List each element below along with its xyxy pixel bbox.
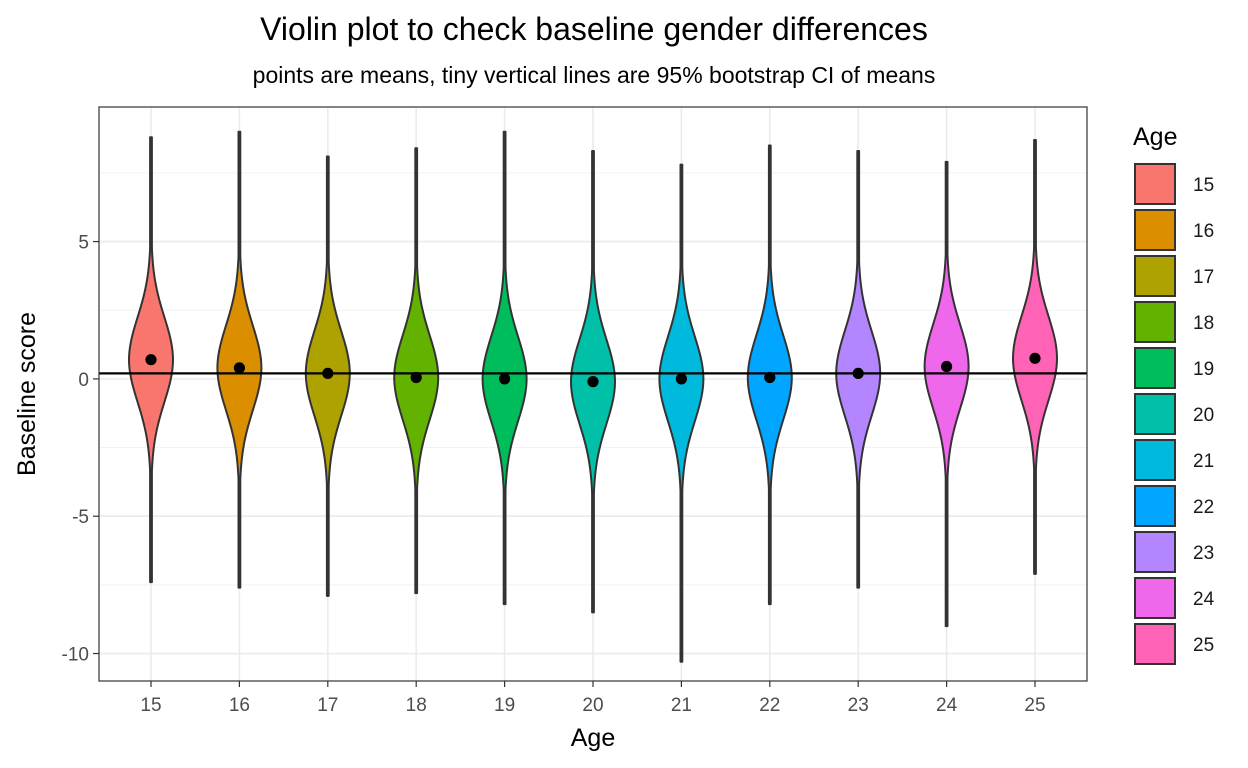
y-tick-label: 0: [78, 370, 89, 391]
legend-label-16: 16: [1193, 221, 1214, 242]
legend-key-20: [1135, 394, 1175, 434]
x-tick-label: 23: [848, 695, 869, 716]
x-tick-label: 21: [671, 695, 692, 716]
mean-point-age-20: [587, 376, 598, 387]
legend-items: 15 16 17 18 19 20 21 22 23 24 25: [1135, 164, 1215, 664]
legend-key-18: [1135, 302, 1175, 342]
x-axis-title: Age: [571, 724, 615, 752]
legend-label-19: 19: [1193, 359, 1214, 380]
y-tick-label: 5: [78, 233, 89, 254]
legend-key-22: [1135, 486, 1175, 526]
mean-point-age-19: [499, 373, 510, 384]
legend-title: Age: [1133, 123, 1177, 151]
mean-point-age-25: [1029, 353, 1040, 364]
legend-label-15: 15: [1193, 175, 1214, 196]
x-tick-label: 16: [229, 695, 250, 716]
x-tick-label: 25: [1024, 695, 1045, 716]
legend-label-21: 21: [1193, 451, 1214, 472]
legend-key-19: [1135, 348, 1175, 388]
x-tick-label: 17: [317, 695, 338, 716]
mean-point-age-17: [322, 368, 333, 379]
y-tick-label: -10: [62, 645, 89, 666]
x-tick-label: 20: [582, 695, 603, 716]
legend-label-20: 20: [1193, 405, 1214, 426]
mean-point-age-21: [676, 373, 687, 384]
x-tick-label: 15: [140, 695, 161, 716]
legend-key-15: [1135, 164, 1175, 204]
y-tick-label: -5: [72, 507, 89, 528]
legend: Age 15 16 17 18 19 20 21 22 23 24 25: [1133, 123, 1215, 664]
legend-key-21: [1135, 440, 1175, 480]
legend-key-23: [1135, 532, 1175, 572]
x-axis: 15 16 17 18 19 20 21 22 23 24 25: [140, 681, 1045, 716]
chart-subtitle: points are means, tiny vertical lines ar…: [253, 62, 936, 88]
mean-point-age-15: [145, 354, 156, 365]
y-axis-title: Baseline score: [13, 312, 41, 476]
mean-point-age-18: [411, 372, 422, 383]
x-tick-label: 19: [494, 695, 515, 716]
y-axis: 5 0 -5 -10: [62, 233, 99, 666]
legend-label-18: 18: [1193, 313, 1214, 334]
legend-key-17: [1135, 256, 1175, 296]
plot-area: [99, 107, 1087, 681]
legend-key-25: [1135, 624, 1175, 664]
mean-point-age-16: [234, 362, 245, 373]
chart-title: Violin plot to check baseline gender dif…: [260, 11, 928, 47]
legend-label-24: 24: [1193, 589, 1215, 610]
legend-key-24: [1135, 578, 1175, 618]
x-tick-label: 18: [406, 695, 427, 716]
legend-label-25: 25: [1193, 635, 1214, 656]
legend-label-22: 22: [1193, 497, 1214, 518]
legend-key-16: [1135, 210, 1175, 250]
x-tick-label: 22: [759, 695, 780, 716]
mean-point-age-23: [853, 368, 864, 379]
legend-label-23: 23: [1193, 543, 1214, 564]
mean-point-age-24: [941, 361, 952, 372]
x-tick-label: 24: [936, 695, 958, 716]
mean-point-age-22: [764, 372, 775, 383]
legend-label-17: 17: [1193, 267, 1214, 288]
